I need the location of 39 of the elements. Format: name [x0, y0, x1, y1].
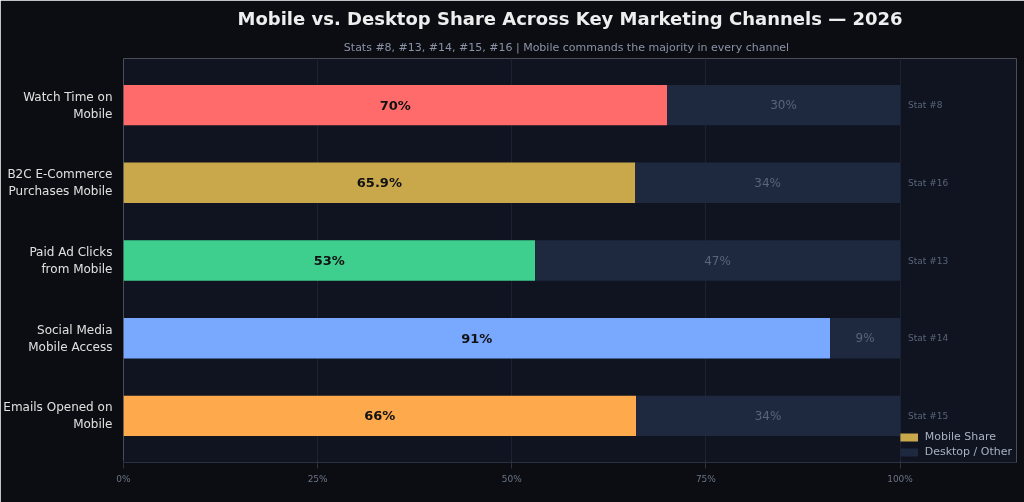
- annotation: Stat #13: [908, 255, 949, 266]
- bar: [830, 317, 901, 359]
- x-tick-label: 0%: [116, 473, 132, 484]
- data-label: 70%: [379, 97, 411, 113]
- bar: [635, 162, 901, 204]
- y-tick-label: B2C E-Commerce Purchases Mobile: [7, 167, 113, 199]
- x-tick-label: 50%: [501, 473, 523, 484]
- bar: [123, 317, 831, 359]
- bar: [123, 162, 636, 204]
- annotation: Stat #16: [908, 177, 949, 188]
- data-label: 47%: [704, 253, 731, 268]
- bar: [636, 395, 901, 437]
- bar: [123, 240, 536, 281]
- x-tick-label: 100%: [887, 473, 914, 484]
- data-label: 65.9%: [356, 175, 402, 191]
- bar: [123, 395, 636, 437]
- data-label: 91%: [461, 330, 493, 346]
- legend-label: Desktop / Other: [924, 445, 1012, 458]
- bar: [535, 240, 901, 281]
- chart-subtitle: Stats #8, #13, #14, #15, #16 | Mobile commands the majority in every channel: [343, 40, 790, 54]
- annotation: Stat #15: [908, 410, 949, 421]
- bar: [123, 84, 668, 126]
- y-tick-label: Emails Opened on Mobile: [3, 400, 113, 432]
- annotation: Stat #14: [908, 333, 949, 344]
- y-tick-label: Social Media Mobile Access: [28, 322, 113, 354]
- data-label: 34%: [754, 408, 782, 423]
- data-label: 66%: [364, 408, 396, 424]
- x-tick-label: 75%: [695, 473, 717, 484]
- bar: [667, 84, 901, 126]
- data-label: 9%: [855, 331, 875, 346]
- y-tick-label: Watch Time on Mobile: [23, 89, 113, 121]
- chart-title: Mobile vs. Desktop Share Across Key Marketing Channels — 2026: [237, 7, 903, 29]
- data-label: 53%: [313, 253, 345, 268]
- x-tick-label: 25%: [307, 473, 329, 484]
- y-tick-label: Paid Ad Clicks from Mobile: [29, 245, 113, 276]
- annotation: Stat #8: [908, 100, 943, 111]
- data-label: 30%: [770, 98, 797, 113]
- legend-label: Mobile Share: [924, 430, 997, 443]
- data-label: 34%: [754, 175, 781, 190]
